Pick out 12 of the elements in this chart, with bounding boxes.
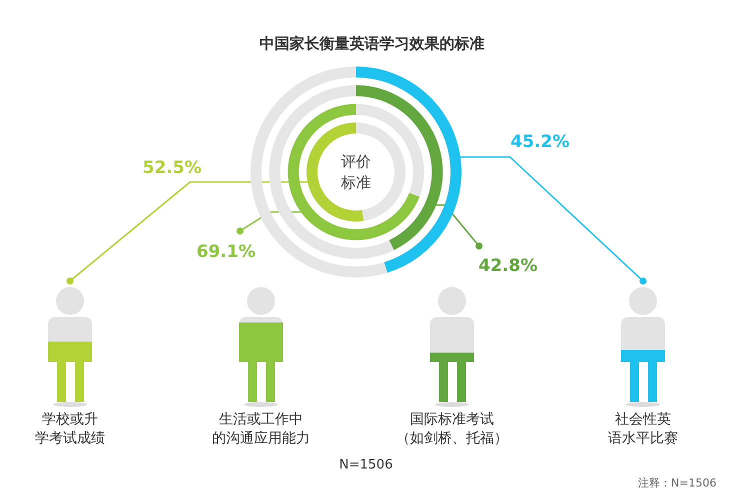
data-label: 52.5% — [142, 158, 202, 178]
text: 评价标准 — [340, 152, 371, 192]
text: 生活或工作中的沟通应用能力 — [212, 412, 310, 446]
text: 注释：N=1506 — [638, 476, 716, 490]
data-label: 45.2% — [510, 132, 570, 152]
text: N=1506 — [339, 458, 393, 472]
text: 国际标准考试（如剑桥、托福） — [396, 412, 508, 446]
text: 学校或升学考试成绩 — [35, 412, 105, 446]
data-label: 69.1% — [196, 242, 256, 262]
data-label: 42.8% — [478, 256, 538, 276]
chart-title: 中国家长衡量英语学习效果的标准 — [260, 34, 484, 52]
text: 社会性英语水平比赛 — [608, 412, 678, 446]
